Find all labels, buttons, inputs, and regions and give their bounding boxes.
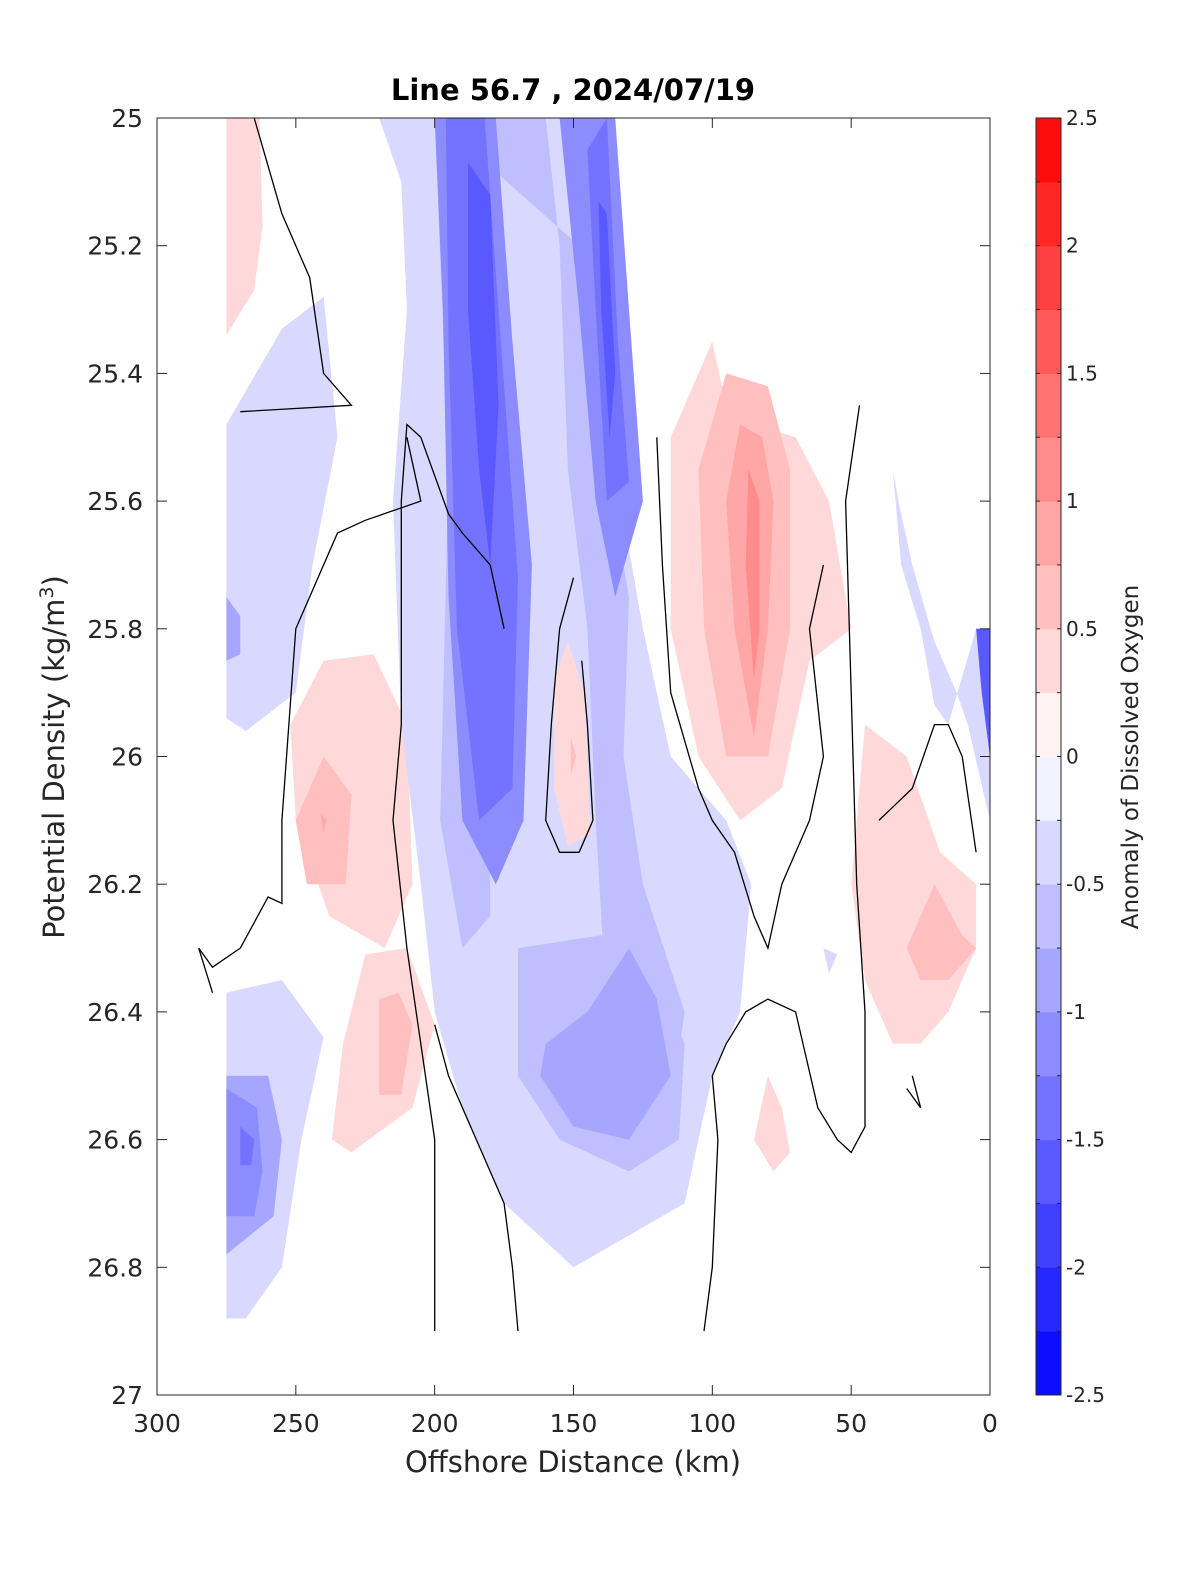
contour-band xyxy=(226,118,263,336)
colorbar-band xyxy=(1036,1203,1061,1268)
colorbar-band xyxy=(1036,628,1061,694)
colorbar-band xyxy=(1036,692,1061,757)
colorbar-band xyxy=(1036,309,1061,374)
contour-band xyxy=(540,948,671,1140)
y-axis: 25 25.2 25.4 25.6 25.8 26 26.2 26.4 26.6 26.8 27 xyxy=(87,104,990,1410)
colorbar: -2.5 -2 -1.5 -1 -0.5 0 0.5 1 1.5 2 2.5 xyxy=(1035,106,1105,1407)
contour-band xyxy=(754,1075,791,1172)
colorbar-band xyxy=(1036,1267,1061,1332)
zero-contour-line xyxy=(198,437,422,993)
zero-contour-line xyxy=(545,577,594,853)
contour-band xyxy=(434,118,685,1108)
contour-band xyxy=(745,469,760,680)
colorbar-tick-label: 1 xyxy=(1066,489,1079,513)
colorbar-tick-label: -0.5 xyxy=(1066,872,1105,896)
y-tick-label: 26 xyxy=(111,743,143,772)
colorbar-tick-label: -2.5 xyxy=(1066,1383,1105,1407)
colorbar-band xyxy=(1036,1139,1061,1204)
colorbar-tick-label: -1 xyxy=(1066,1000,1086,1024)
contour-band xyxy=(240,1126,255,1166)
zero-contour-line xyxy=(392,423,505,1332)
colorbar-band xyxy=(1036,181,1061,247)
x-tick-label: 300 xyxy=(133,1409,181,1438)
contour-fill-layer xyxy=(226,118,990,1319)
x-tick-label: 100 xyxy=(688,1409,736,1438)
x-tick-label: 150 xyxy=(550,1409,598,1438)
y-tick-label: 26.2 xyxy=(87,870,143,899)
y-tick-label: 25.8 xyxy=(87,615,143,644)
y-tick-label: 27 xyxy=(111,1381,143,1410)
colorbar-title: Anomaly of Dissolved Oxygen xyxy=(1118,585,1144,930)
colorbar-band xyxy=(1036,1011,1061,1077)
colorbar-tick-label: 0 xyxy=(1066,745,1079,769)
colorbar-band xyxy=(1036,884,1061,949)
contour-band xyxy=(570,737,577,776)
zero-contour-line xyxy=(703,405,866,1332)
y-tick-label: 25.2 xyxy=(87,232,143,261)
zero-contour-line xyxy=(240,117,353,413)
colorbar-tick-label: -2 xyxy=(1066,1255,1086,1279)
y-tick-label: 25 xyxy=(111,104,143,133)
colorbar-tick-label: -1.5 xyxy=(1066,1128,1105,1152)
x-tick-label: 250 xyxy=(272,1409,320,1438)
y-axis-title-end: ) xyxy=(37,575,71,586)
zero-contour-line xyxy=(906,1075,922,1109)
contour-band xyxy=(976,628,990,757)
contour-band xyxy=(320,814,327,834)
y-tick-label: 26.6 xyxy=(87,1126,143,1155)
plot-area xyxy=(156,117,991,1396)
colorbar-tick-label: 2.5 xyxy=(1066,106,1098,130)
colorbar-band xyxy=(1036,1331,1061,1396)
y-tick-label: 25.6 xyxy=(87,487,143,516)
y-tick-label: 25.4 xyxy=(87,359,143,388)
contour-band xyxy=(823,948,838,974)
colorbar-band xyxy=(1036,564,1061,630)
colorbar-band xyxy=(1036,245,1061,311)
colorbar-band xyxy=(1036,501,1061,566)
colorbar-tick-label: 1.5 xyxy=(1066,361,1098,385)
colorbar-tick-label: 0.5 xyxy=(1066,617,1098,641)
contour-band xyxy=(226,596,241,661)
colorbar-band xyxy=(1036,437,1061,502)
x-axis-title: Offshore Distance (km) xyxy=(405,1445,741,1479)
y-axis-title-superscript: 3 xyxy=(36,586,58,598)
contour-band xyxy=(906,884,977,980)
colorbar-band xyxy=(1036,373,1061,438)
x-tick-label: 0 xyxy=(982,1409,998,1438)
x-tick-label: 50 xyxy=(835,1409,867,1438)
colorbar-band xyxy=(1036,820,1061,885)
contour-band xyxy=(598,201,616,438)
contour-band xyxy=(226,296,338,731)
x-axis: 300 250 200 150 100 50 0 xyxy=(133,118,998,1438)
colorbar-tick-label: 2 xyxy=(1066,234,1079,258)
contour-band xyxy=(468,162,499,565)
x-tick-label: 200 xyxy=(411,1409,459,1438)
zero-contour-line xyxy=(434,1024,519,1332)
colorbar-band xyxy=(1036,1075,1061,1141)
zero-contour-line xyxy=(878,723,977,853)
contour-band xyxy=(379,992,413,1095)
y-tick-label: 26.8 xyxy=(87,1253,143,1282)
colorbar-band xyxy=(1036,756,1061,821)
chart-title: Line 56.7 , 2024/07/19 xyxy=(391,73,755,107)
y-axis-title-main: Potential Density (kg/m xyxy=(37,599,71,939)
zero-contour-line xyxy=(656,437,825,951)
y-tick-label: 26.4 xyxy=(87,998,143,1027)
colorbar-band xyxy=(1036,118,1061,183)
colorbar-band xyxy=(1036,948,1061,1013)
zero-contour-layer xyxy=(198,117,977,1332)
y-axis-title: Potential Density (kg/m3) xyxy=(36,575,71,939)
